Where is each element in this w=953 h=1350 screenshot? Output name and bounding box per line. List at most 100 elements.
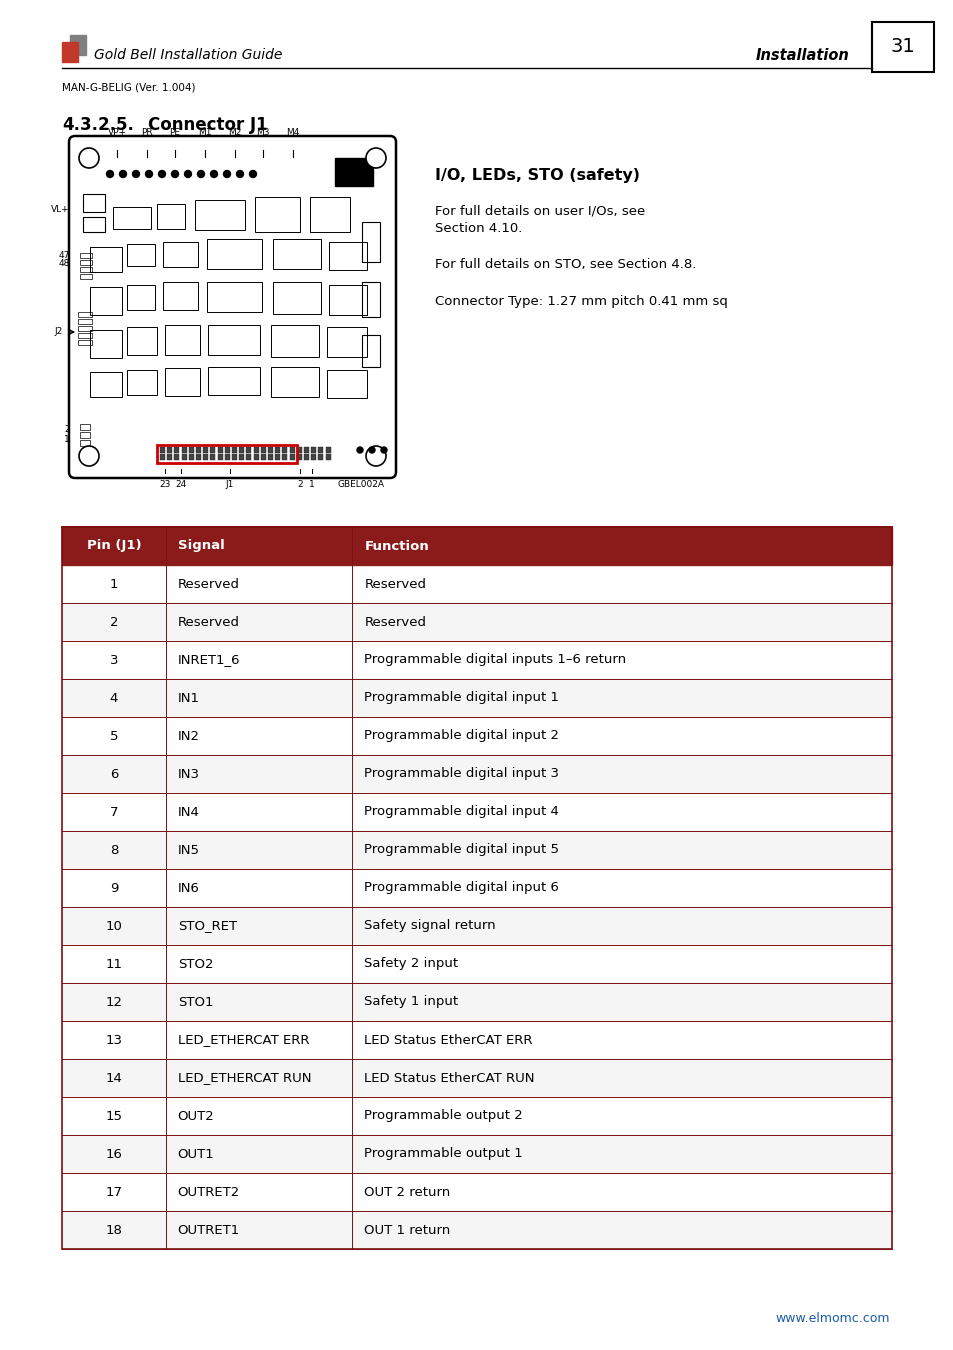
Circle shape xyxy=(380,447,387,454)
Bar xyxy=(260,447,266,454)
Bar xyxy=(127,244,154,266)
Bar xyxy=(80,432,90,437)
Bar xyxy=(83,194,105,212)
Text: Safety signal return: Safety signal return xyxy=(364,919,496,933)
Bar xyxy=(157,446,296,463)
Circle shape xyxy=(236,170,243,177)
Text: INRET1_6: INRET1_6 xyxy=(177,653,240,667)
Text: Section 4.10.: Section 4.10. xyxy=(435,221,522,235)
Bar xyxy=(211,454,215,460)
Bar xyxy=(62,945,891,983)
Bar xyxy=(83,217,105,232)
Bar xyxy=(80,424,90,431)
Text: J2: J2 xyxy=(54,328,63,336)
Bar xyxy=(90,329,122,358)
Text: VP+: VP+ xyxy=(108,128,127,136)
Text: Programmable digital input 4: Programmable digital input 4 xyxy=(364,806,558,818)
Text: Safety 2 input: Safety 2 input xyxy=(364,957,458,971)
Bar xyxy=(274,447,280,454)
Bar xyxy=(195,454,201,460)
Bar xyxy=(225,454,230,460)
Bar xyxy=(318,454,323,460)
Bar xyxy=(62,907,891,945)
Text: LED_ETHERCAT ERR: LED_ETHERCAT ERR xyxy=(177,1034,309,1046)
Text: 18: 18 xyxy=(106,1223,122,1237)
Text: 10: 10 xyxy=(106,919,122,933)
Circle shape xyxy=(107,170,113,177)
Text: IN2: IN2 xyxy=(177,729,199,742)
Bar xyxy=(329,285,367,315)
Text: 17: 17 xyxy=(105,1185,122,1199)
Bar xyxy=(208,367,260,396)
Bar xyxy=(174,454,179,460)
Bar xyxy=(70,35,86,55)
Bar xyxy=(62,1135,891,1173)
Text: OUT2: OUT2 xyxy=(177,1110,214,1122)
Text: GBEL002A: GBEL002A xyxy=(337,481,385,489)
Bar xyxy=(282,454,287,460)
Bar xyxy=(157,204,185,230)
Circle shape xyxy=(250,170,256,177)
Text: 1: 1 xyxy=(64,436,70,444)
Bar xyxy=(160,454,165,460)
Bar xyxy=(80,261,91,265)
Bar xyxy=(127,327,157,355)
Text: IN6: IN6 xyxy=(177,882,199,895)
Text: 3: 3 xyxy=(110,653,118,667)
Bar xyxy=(78,312,91,317)
Bar xyxy=(246,454,252,460)
Bar xyxy=(203,447,208,454)
Text: 47: 47 xyxy=(58,251,70,259)
Text: IN1: IN1 xyxy=(177,691,199,705)
Text: 4: 4 xyxy=(110,691,118,705)
Bar xyxy=(304,447,309,454)
Bar xyxy=(78,340,91,346)
FancyBboxPatch shape xyxy=(69,136,395,478)
Bar xyxy=(62,869,891,907)
Bar xyxy=(127,370,157,396)
Circle shape xyxy=(119,170,127,177)
Bar xyxy=(296,454,301,460)
Bar xyxy=(304,454,309,460)
Text: Gold Bell Installation Guide: Gold Bell Installation Guide xyxy=(94,49,282,62)
Text: 6: 6 xyxy=(110,768,118,780)
Text: 2: 2 xyxy=(64,425,70,435)
Text: 14: 14 xyxy=(106,1072,122,1084)
Bar xyxy=(62,1021,891,1058)
Bar xyxy=(318,447,323,454)
Text: 7: 7 xyxy=(110,806,118,818)
Text: OUT 2 return: OUT 2 return xyxy=(364,1185,450,1199)
Bar xyxy=(127,285,154,310)
Text: M1: M1 xyxy=(198,128,212,136)
Bar xyxy=(211,447,215,454)
Bar xyxy=(80,274,91,279)
Bar xyxy=(253,454,258,460)
Bar xyxy=(62,1173,891,1211)
Bar xyxy=(325,447,331,454)
Bar xyxy=(90,288,122,315)
Bar xyxy=(181,447,187,454)
Text: IN5: IN5 xyxy=(177,844,199,856)
Bar xyxy=(217,454,222,460)
Circle shape xyxy=(369,447,375,454)
Text: PR: PR xyxy=(141,128,152,136)
Circle shape xyxy=(172,170,178,177)
Bar xyxy=(207,239,262,269)
Bar xyxy=(62,526,891,566)
Bar xyxy=(217,447,222,454)
Bar xyxy=(271,367,318,397)
Text: Reserved: Reserved xyxy=(364,616,426,629)
Text: For full details on STO, see Section 4.8.: For full details on STO, see Section 4.8… xyxy=(435,258,696,271)
Text: 1: 1 xyxy=(309,481,314,489)
Bar xyxy=(361,335,379,367)
Circle shape xyxy=(132,170,139,177)
Bar xyxy=(361,282,379,317)
Bar xyxy=(203,454,208,460)
Bar xyxy=(62,832,891,869)
Circle shape xyxy=(184,170,192,177)
Bar xyxy=(311,447,315,454)
Text: www.elmomc.com: www.elmomc.com xyxy=(775,1311,889,1324)
Bar xyxy=(246,447,252,454)
Bar xyxy=(78,325,91,331)
Circle shape xyxy=(146,170,152,177)
